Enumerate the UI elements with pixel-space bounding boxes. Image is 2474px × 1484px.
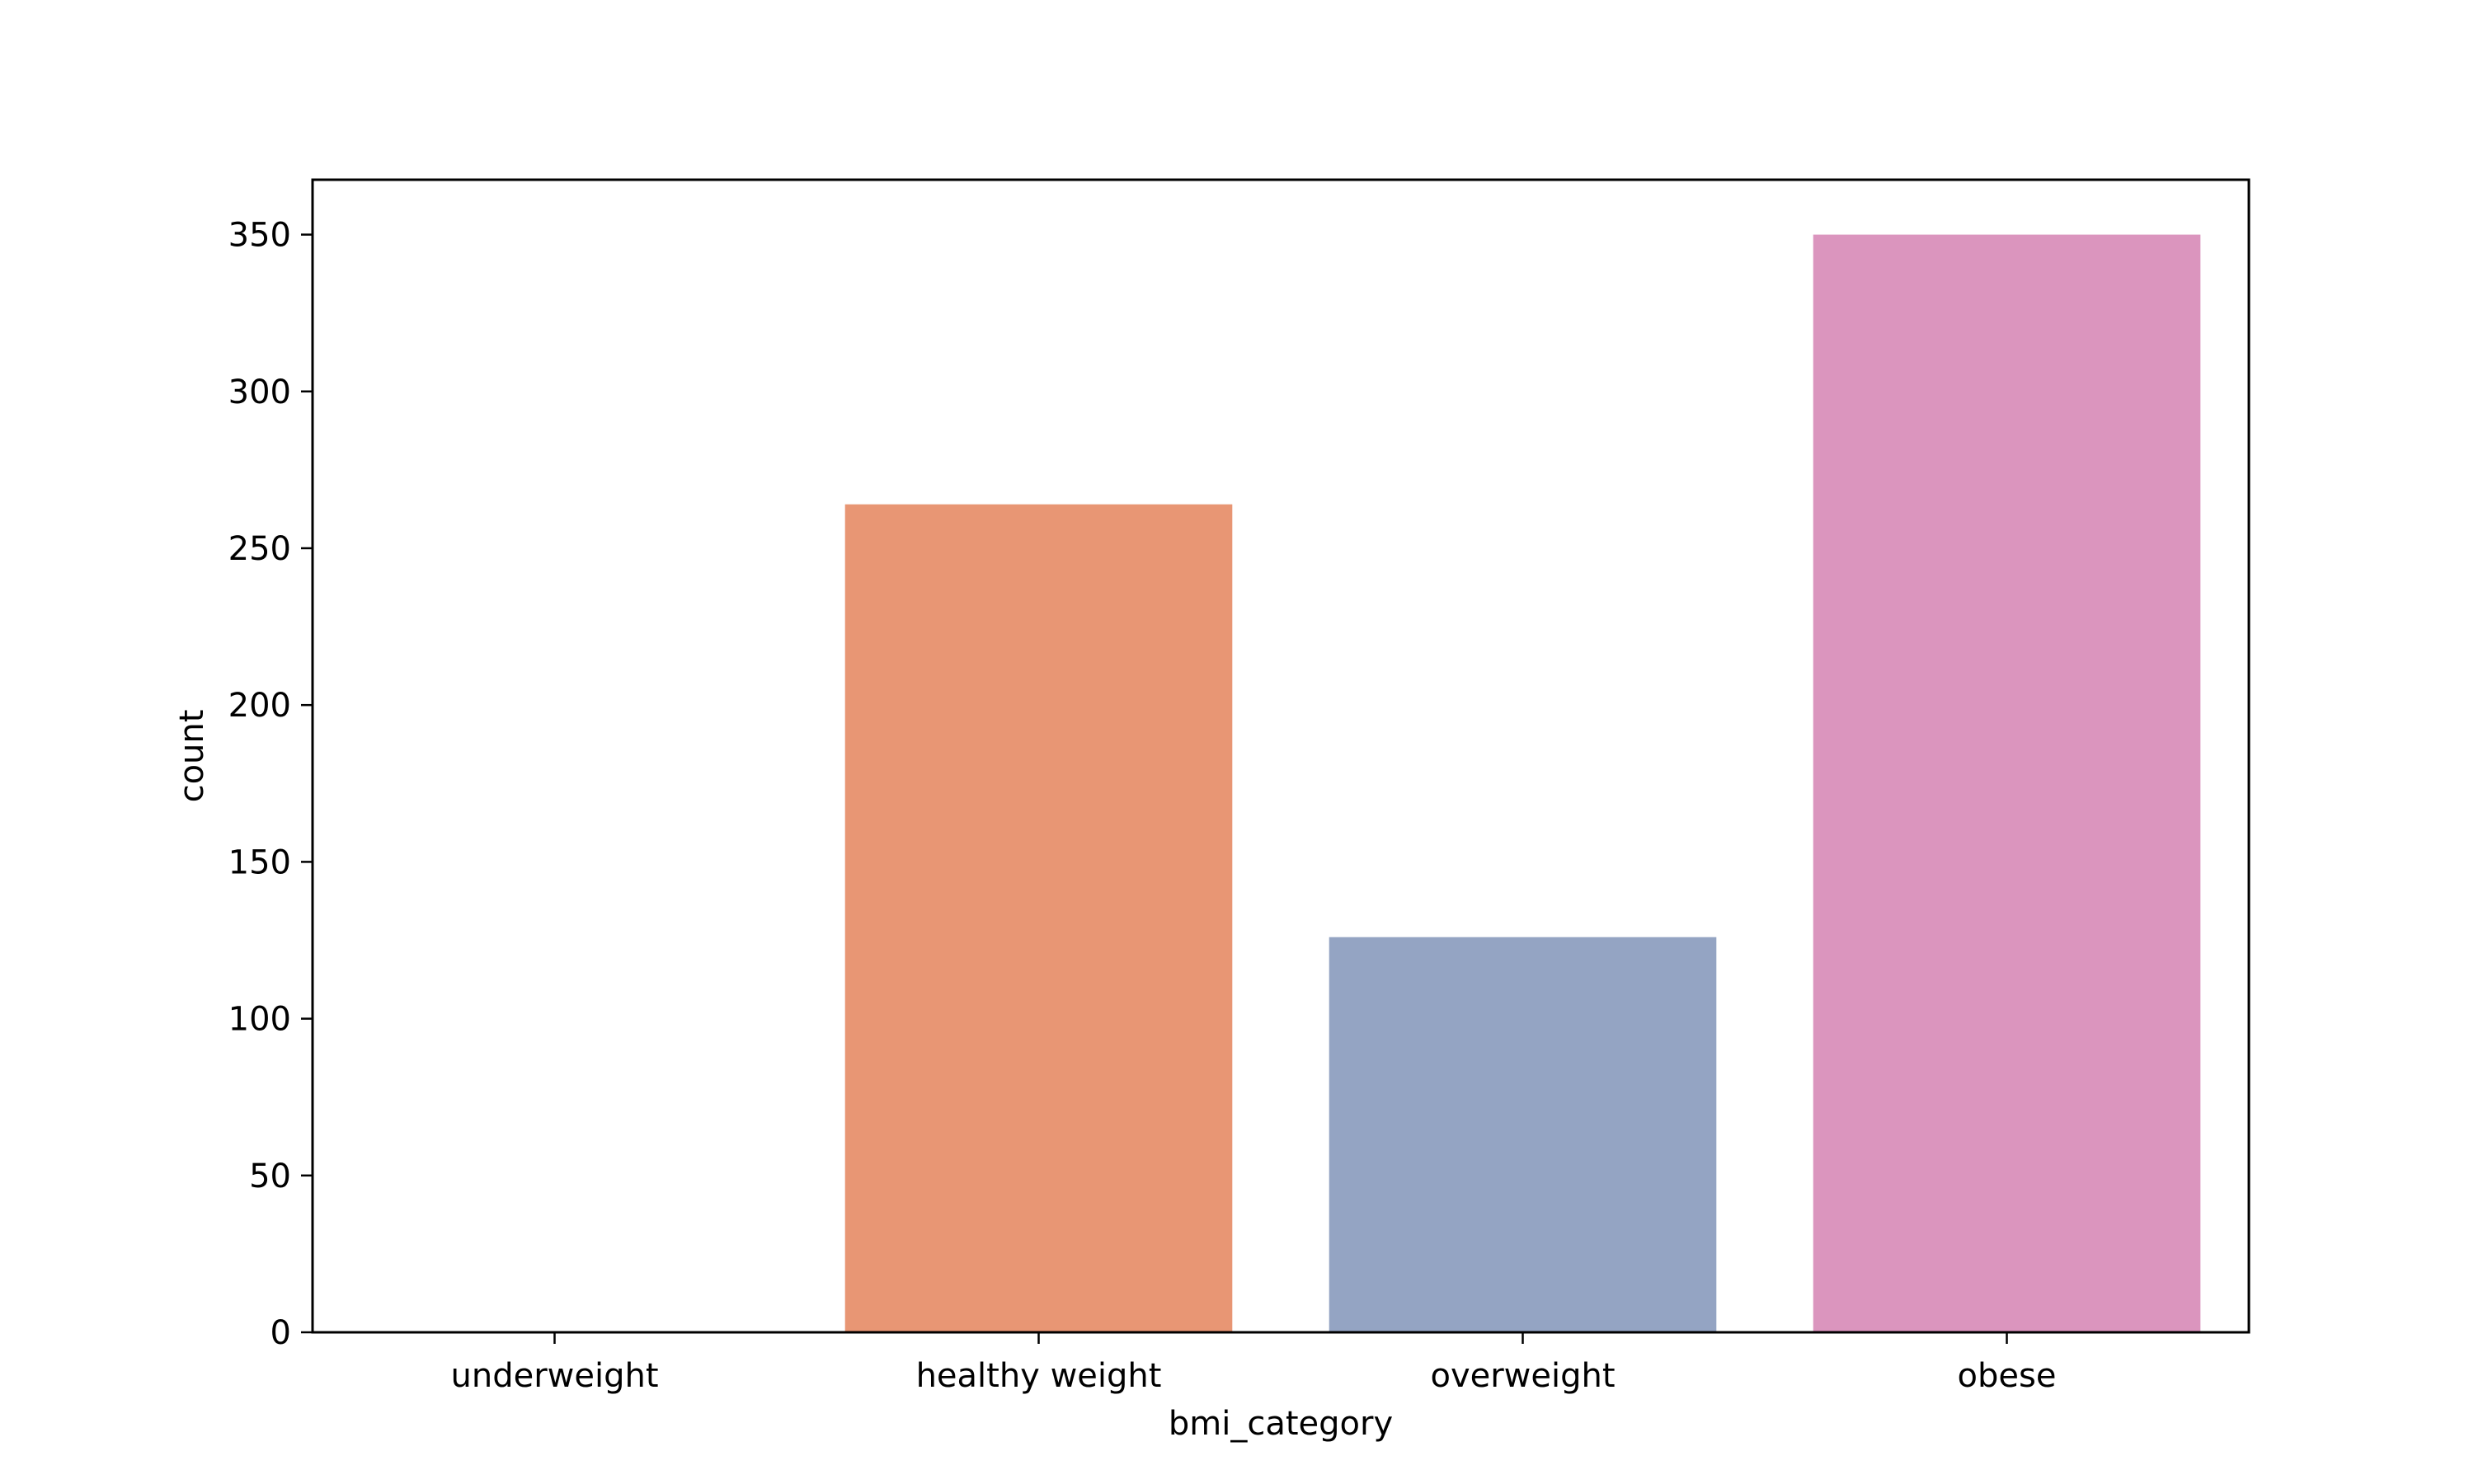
x-tick-label: underweight (450, 1357, 658, 1395)
y-axis-label: count (173, 710, 211, 803)
bar-healthy-weight (844, 504, 1233, 1332)
bar-overweight (1329, 937, 1717, 1332)
y-tick-label: 150 (228, 843, 291, 881)
y-tick-label: 100 (228, 1001, 291, 1039)
x-tick-label: overweight (1430, 1357, 1615, 1395)
y-axis-ticks: 0 50 100 150 200 250 300 350 (228, 217, 313, 1352)
x-axis-ticks: underweight healthy weight overweight obese (450, 1332, 2056, 1395)
y-tick-label: 250 (228, 530, 291, 568)
plot-frame (311, 178, 2251, 1334)
y-tick-label: 350 (228, 217, 291, 255)
y-tick-label: 200 (228, 687, 291, 725)
bars-group (844, 234, 2201, 1333)
bar-obese (1813, 234, 2201, 1333)
x-tick-label: obese (1958, 1357, 2057, 1395)
x-axis-label: bmi_category (1169, 1405, 1393, 1443)
x-tick-label: healthy weight (916, 1357, 1162, 1395)
y-tick-label: 50 (249, 1158, 291, 1195)
y-tick-label: 0 (270, 1314, 291, 1352)
y-tick-label: 300 (228, 373, 291, 411)
